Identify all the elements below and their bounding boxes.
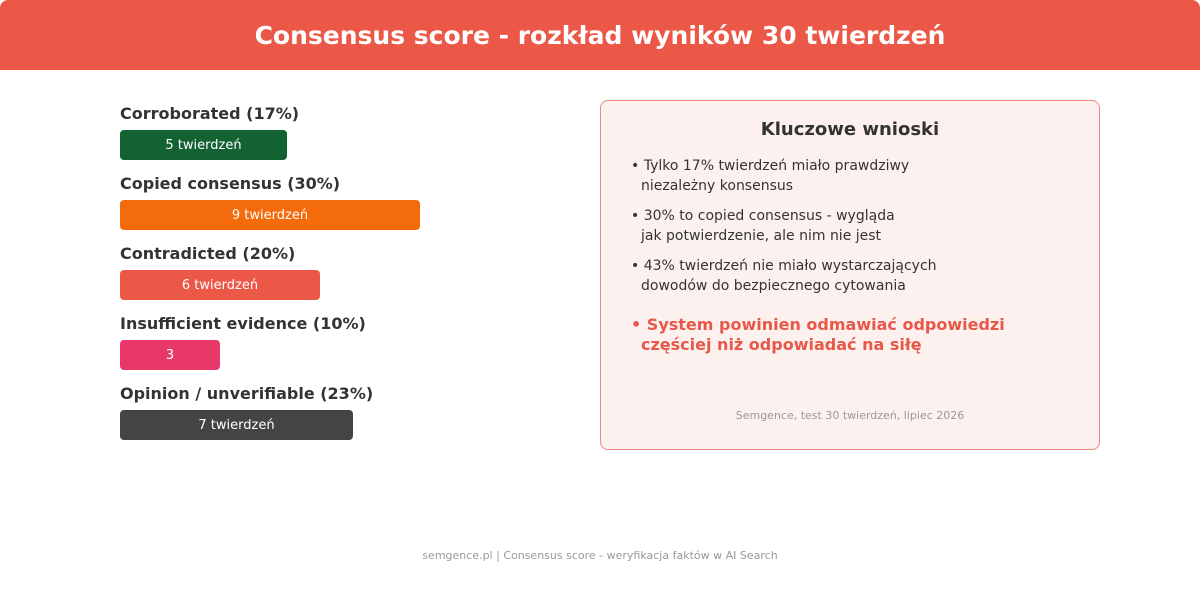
finding-item: • Tylko 17% twierdzeń miało prawdziwy ni… <box>631 156 1071 196</box>
bar-value-label: 7 twierdzeń <box>198 417 275 433</box>
bar: 6 twierdzeń <box>120 270 320 300</box>
finding-line: • 30% to copied consensus - wygląda <box>631 208 895 224</box>
title-banner: Consensus score - rozkład wyników 30 twi… <box>0 0 1200 70</box>
category-label: Contradicted (20%) <box>120 244 296 263</box>
page-title: Consensus score - rozkład wyników 30 twi… <box>254 20 946 50</box>
category-label: Copied consensus (30%) <box>120 174 341 193</box>
recommendation-line: częściej niż odpowiadać na siłę <box>641 335 922 354</box>
bar-value-label: 5 twierdzeń <box>165 137 242 153</box>
finding-line: niezależny konsensus <box>641 178 794 194</box>
finding-line: jak potwierdzenie, ale nim nie jest <box>641 228 882 244</box>
footer-text: semgence.pl | Consensus score - weryfika… <box>422 549 778 562</box>
panel-source-note: Semgence, test 30 twierdzeń, lipiec 2026 <box>735 409 965 422</box>
finding-item: • 30% to copied consensus - wygląda jak … <box>631 206 1071 246</box>
bar: 7 twierdzeń <box>120 410 353 440</box>
finding-line: dowodów do bezpiecznego cytowania <box>641 278 906 294</box>
bar-value-label: 3 <box>165 347 175 363</box>
recommendation-line: • System powinien odmawiać odpowiedzi <box>631 315 1005 334</box>
bar-value-label: 6 twierdzeń <box>181 277 259 293</box>
recommendation-item: • System powinien odmawiać odpowiedzi cz… <box>631 315 1071 355</box>
category-label: Corroborated (17%) <box>120 104 300 123</box>
bar: 9 twierdzeń <box>120 200 420 230</box>
bar: 5 twierdzeń <box>120 130 287 160</box>
key-findings-panel: Kluczowe wnioski • Tylko 17% twierdzeń m… <box>600 100 1100 450</box>
finding-line: • Tylko 17% twierdzeń miało prawdziwy <box>631 158 910 174</box>
finding-item: • 43% twierdzeń nie miało wystarczającyc… <box>631 256 1071 296</box>
category-label: Insufficient evidence (10%) <box>120 314 366 333</box>
bar-chart: Corroborated (17%) 5 twierdzeń Copied cons… <box>0 0 600 460</box>
panel-title: Kluczowe wnioski <box>760 119 940 140</box>
bar-value-label: 9 twierdzeń <box>231 207 309 223</box>
category-label: Opinion / unverifiable (23%) <box>120 384 374 403</box>
bar: 3 <box>120 340 220 370</box>
finding-line: • 43% twierdzeń nie miało wystarczającyc… <box>631 258 937 274</box>
